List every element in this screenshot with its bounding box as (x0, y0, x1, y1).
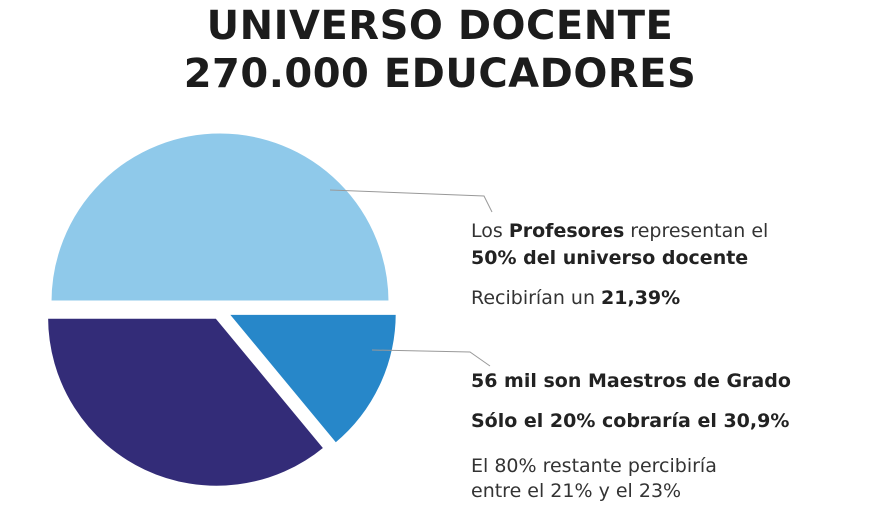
maestros-annotation-line-3: El 80% restante percibiría (471, 455, 717, 477)
pie-slice-maestros (224, 311, 399, 447)
profesores-annotation-line-1: Los Profesores representan el (471, 220, 769, 242)
profesores-annotation-line-2: 50% del universo docente (471, 247, 749, 269)
maestros-annotation-line-4: entre el 21% y el 23% (471, 480, 682, 502)
leader-line-maestros (371, 349, 491, 367)
chart-title-line-2: 270.000 EDUCADORES (183, 51, 697, 97)
pie-slice-profesores (48, 130, 392, 304)
maestros-annotation-line-2: Sólo el 20% cobraría el 30,9% (471, 410, 790, 432)
pie-slice-otros (45, 315, 328, 489)
chart-title-line-1: UNIVERSO DOCENTE (206, 3, 674, 49)
leader-line-profesores (329, 189, 493, 213)
maestros-annotation-line-1: 56 mil son Maestros de Grado (471, 370, 791, 392)
profesores-annotation-line-3: Recibirían un 21,39% (471, 287, 681, 309)
